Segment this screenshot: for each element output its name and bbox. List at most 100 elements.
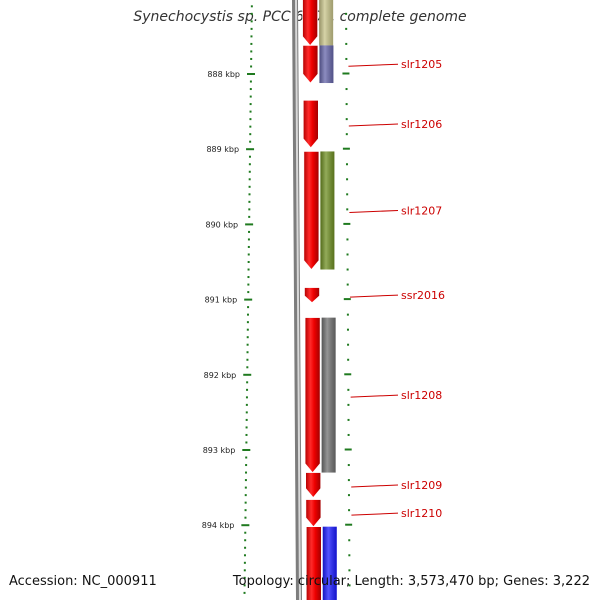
minor-tick — [250, 5, 253, 8]
cds-arrow — [305, 472, 322, 498]
minor-tick — [248, 155, 251, 158]
tick-label: 893 kbp — [203, 446, 236, 455]
minor-tick-right — [345, 27, 348, 30]
minor-tick — [249, 103, 252, 106]
tick-label: 888 kbp — [207, 70, 240, 79]
minor-tick — [249, 95, 252, 98]
minor-tick-right — [345, 12, 348, 15]
minor-tick — [243, 554, 246, 557]
minor-tick-right — [347, 464, 350, 467]
minor-tick-right — [347, 403, 350, 406]
minor-tick — [243, 569, 246, 572]
gene-label: slr1210 — [401, 507, 442, 520]
tick-label: 892 kbp — [204, 371, 237, 380]
minor-tick — [243, 576, 246, 579]
minor-tick — [248, 178, 251, 181]
minor-tick-right — [347, 494, 350, 497]
minor-tick — [246, 388, 249, 391]
minor-tick — [250, 27, 253, 30]
backbone-highlight — [295, 0, 301, 600]
minor-tick — [243, 584, 246, 587]
minor-tick — [245, 426, 248, 429]
cds-arrow — [305, 526, 322, 600]
minor-tick-right — [345, 57, 348, 60]
minor-tick-right — [348, 539, 351, 542]
minor-tick — [246, 366, 249, 369]
tick-label: 894 kbp — [202, 521, 235, 530]
minor-tick-right — [346, 208, 349, 211]
label-leader — [348, 123, 399, 127]
minor-tick — [248, 193, 251, 196]
minor-tick-right — [346, 328, 349, 331]
minor-tick-right — [346, 193, 349, 196]
minor-tick — [250, 20, 253, 23]
minor-tick — [250, 12, 253, 15]
cog-bar-sheen — [319, 45, 334, 84]
tick-label: 891 kbp — [205, 296, 238, 305]
gene-label: slr1205 — [401, 58, 442, 71]
minor-tick-right — [347, 388, 350, 391]
cog-bar-sheen — [322, 526, 337, 600]
minor-tick — [245, 471, 248, 474]
minor-tick — [246, 336, 249, 339]
minor-tick-right — [347, 358, 350, 361]
cds-arrow — [302, 0, 318, 46]
minor-tick — [244, 509, 247, 512]
minor-tick — [246, 328, 249, 331]
tick-label: 890 kbp — [206, 220, 239, 229]
minor-tick-right — [346, 313, 349, 316]
minor-tick-right — [346, 238, 349, 241]
minor-tick — [248, 185, 251, 188]
gene-track — [302, 0, 322, 600]
cds-arrow — [305, 499, 322, 528]
genome-backbone — [292, 0, 302, 600]
minor-tick — [248, 208, 251, 211]
minor-tick — [245, 403, 248, 406]
minor-tick-right — [346, 283, 349, 286]
accession-text: Accession: NC_000911 — [9, 574, 157, 589]
cds-arrow — [302, 100, 319, 149]
minor-tick — [250, 57, 253, 60]
minor-tick-right — [348, 554, 351, 557]
minor-tick — [249, 110, 252, 113]
gene-label: slr1208 — [401, 389, 442, 402]
minor-tick — [248, 230, 251, 233]
minor-tick — [244, 486, 247, 489]
minor-tick — [244, 546, 247, 549]
minor-tick — [246, 351, 249, 354]
minor-tick — [244, 494, 247, 497]
minor-tick — [247, 291, 250, 294]
minor-tick — [247, 276, 250, 279]
minor-tick-right — [347, 343, 350, 346]
minor-tick — [248, 215, 251, 218]
minor-tick — [246, 321, 249, 324]
minor-tick-right — [347, 479, 350, 482]
cds-arrow — [304, 317, 321, 474]
cds-arrow — [303, 151, 320, 270]
minor-tick — [246, 358, 249, 361]
gene-label: slr1207 — [401, 204, 442, 217]
label-leader — [348, 63, 399, 67]
kbp-ruler: 888 kbp 889 kbp 890 kbp 891 kbp 892 kbp 893 k… — [202, 5, 353, 594]
minor-tick-right — [347, 418, 350, 421]
minor-tick — [244, 479, 247, 482]
minor-tick — [249, 88, 252, 91]
minor-tick-right — [345, 42, 348, 45]
minor-tick-right — [347, 433, 350, 436]
minor-tick — [247, 245, 250, 248]
minor-tick — [245, 396, 248, 399]
cds-arrow — [304, 287, 320, 304]
cog-bar-sheen — [320, 151, 335, 270]
label-leader — [350, 394, 399, 398]
minor-tick — [249, 140, 252, 143]
minor-tick — [246, 381, 249, 384]
minor-tick-right — [346, 253, 349, 256]
gene-label: ssr2016 — [401, 289, 445, 302]
cds-arrow — [302, 45, 319, 84]
genome-summary-text: Topology: circular; Length: 3,573,470 bp… — [232, 574, 590, 589]
label-leader — [351, 512, 399, 516]
minor-tick — [247, 306, 250, 309]
tick-label: 889 kbp — [206, 145, 239, 154]
gene-labels: slr1205 slr1206 slr1207 ssr2016 slr1208 slr12… — [348, 58, 445, 520]
minor-tick-right — [348, 569, 351, 572]
